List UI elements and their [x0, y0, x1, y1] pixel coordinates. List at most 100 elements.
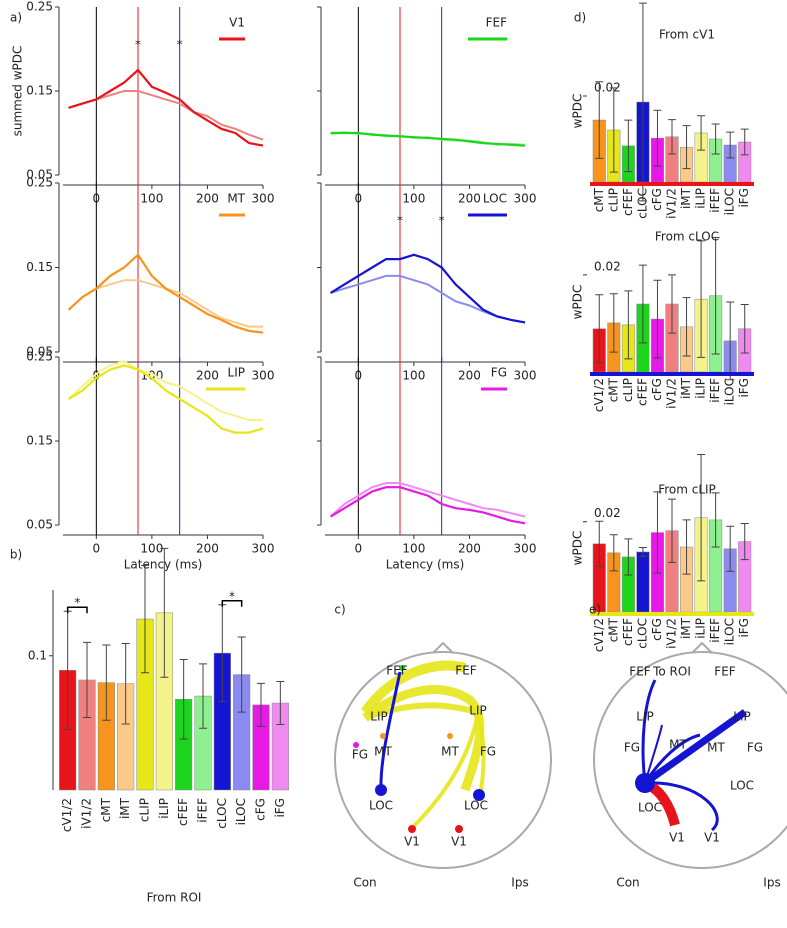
- x-tick-label: 100: [402, 542, 425, 556]
- x-tick-label: 200: [196, 542, 219, 556]
- error-bar: [160, 547, 169, 678]
- error-bar: [595, 520, 604, 567]
- side-label: Con: [353, 876, 376, 890]
- y-axis-label: wPDC: [571, 285, 585, 320]
- x-tick-label: cV1/2: [60, 798, 74, 832]
- x-axis-label: Latency (ms): [124, 558, 203, 572]
- x-tick-label: cMT: [606, 377, 620, 402]
- node-label: FEF: [629, 665, 650, 679]
- connection-arrow: [360, 660, 467, 715]
- side-label: Con: [616, 876, 639, 890]
- node-dot: [380, 733, 386, 739]
- error-bar: [697, 115, 706, 151]
- panel-label: b): [10, 548, 22, 562]
- x-tick-label: 0: [355, 542, 363, 556]
- x-tick-label: iLOC: [723, 618, 737, 645]
- chart-title: From cLIP: [658, 483, 716, 497]
- error-bar: [609, 87, 618, 173]
- x-tick-label: iLOC: [723, 378, 737, 405]
- error-bar: [624, 290, 633, 360]
- error-bar: [740, 523, 749, 561]
- x-tick-label: cFEF: [176, 798, 190, 826]
- y-tick-label: 0.25: [26, 176, 53, 190]
- error-bar: [609, 534, 618, 572]
- significance-bracket: [66, 606, 88, 614]
- node-label: LOC: [730, 779, 754, 793]
- panel-label: d): [574, 11, 586, 25]
- series-line: [330, 486, 526, 525]
- significance-bracket: [221, 600, 243, 607]
- x-tick-label: 0: [93, 542, 101, 556]
- error-bar: [668, 119, 676, 155]
- x-tick-label: cFG: [254, 798, 268, 821]
- node-label: V1: [704, 831, 720, 845]
- error-bar: [638, 546, 647, 557]
- error-bar: [276, 681, 285, 726]
- connection-arrow: [641, 679, 657, 784]
- x-tick-label: cLIP: [138, 798, 152, 822]
- head-outline: [593, 651, 787, 869]
- significance-marker: *: [177, 38, 183, 52]
- x-tick-label: cMT: [99, 797, 113, 822]
- y-axis-label: wPDC: [571, 531, 585, 566]
- node-label: MT: [441, 745, 459, 759]
- y-tick-label: 0.15: [26, 434, 53, 448]
- series-line: [67, 253, 264, 334]
- side-label: Ips: [763, 876, 780, 890]
- error-bar: [624, 538, 633, 576]
- x-tick-label: iV1/2: [80, 798, 94, 829]
- connection-arrow: [410, 711, 480, 830]
- node-label: FG: [480, 745, 496, 759]
- x-tick-label: cLOC: [635, 188, 649, 219]
- x-tick-label: 300: [252, 369, 275, 383]
- node-label: MT: [669, 738, 687, 752]
- error-bar: [609, 293, 618, 353]
- y-tick-label: 0.05: [26, 518, 53, 532]
- node-label: V1: [404, 835, 420, 849]
- x-tick-label: cFEF: [621, 188, 635, 216]
- x-tick-label: iLOC: [723, 188, 737, 215]
- chart-label: FG: [491, 366, 507, 380]
- error-bar: [257, 682, 265, 727]
- x-tick-label: cV1/2: [592, 378, 606, 412]
- node-label: FG: [624, 741, 640, 755]
- y-tick-label: 0.02: [594, 259, 621, 273]
- error-bar: [740, 128, 749, 156]
- chart-label: LIP: [228, 366, 245, 380]
- error-bar: [595, 294, 604, 364]
- node-dot: [353, 742, 359, 748]
- series-line: [330, 253, 526, 324]
- x-tick-label: 200: [458, 542, 481, 556]
- error-bar: [682, 519, 691, 575]
- error-bar: [638, 264, 647, 344]
- error-bar: [740, 303, 749, 354]
- node-label: LIP: [469, 704, 486, 718]
- x-tick-label: iFG: [273, 798, 287, 818]
- x-tick-label: 300: [514, 369, 537, 383]
- node-label: MT: [374, 745, 392, 759]
- head-e: [593, 641, 787, 869]
- x-tick-label: 100: [140, 192, 163, 206]
- x-tick-label: iLIP: [694, 378, 708, 399]
- x-tick-label: 200: [196, 192, 219, 206]
- node-dot: [447, 733, 453, 739]
- node-label: LOC: [464, 799, 488, 813]
- x-tick-label: 300: [514, 192, 537, 206]
- x-tick-label: iFEF: [196, 798, 210, 823]
- node-label: FEF: [714, 665, 735, 679]
- y-tick-label: 0.05: [26, 168, 53, 182]
- chart-label: LOC: [483, 192, 507, 206]
- x-tick-label: cMT: [592, 187, 606, 212]
- error-bar: [668, 498, 676, 563]
- node-label: LIP: [636, 710, 653, 724]
- node-label: FG: [352, 748, 368, 762]
- connection-arrow: [369, 702, 479, 719]
- head-nose: [432, 641, 454, 654]
- x-tick-label: 300: [252, 542, 275, 556]
- x-tick-label: iMT: [679, 187, 693, 209]
- x-tick-label: iV1/2: [665, 618, 679, 649]
- error-bar: [179, 659, 188, 740]
- connection-arrow: [362, 685, 485, 792]
- x-tick-label: iFEF: [708, 378, 722, 403]
- series-line: [68, 90, 264, 141]
